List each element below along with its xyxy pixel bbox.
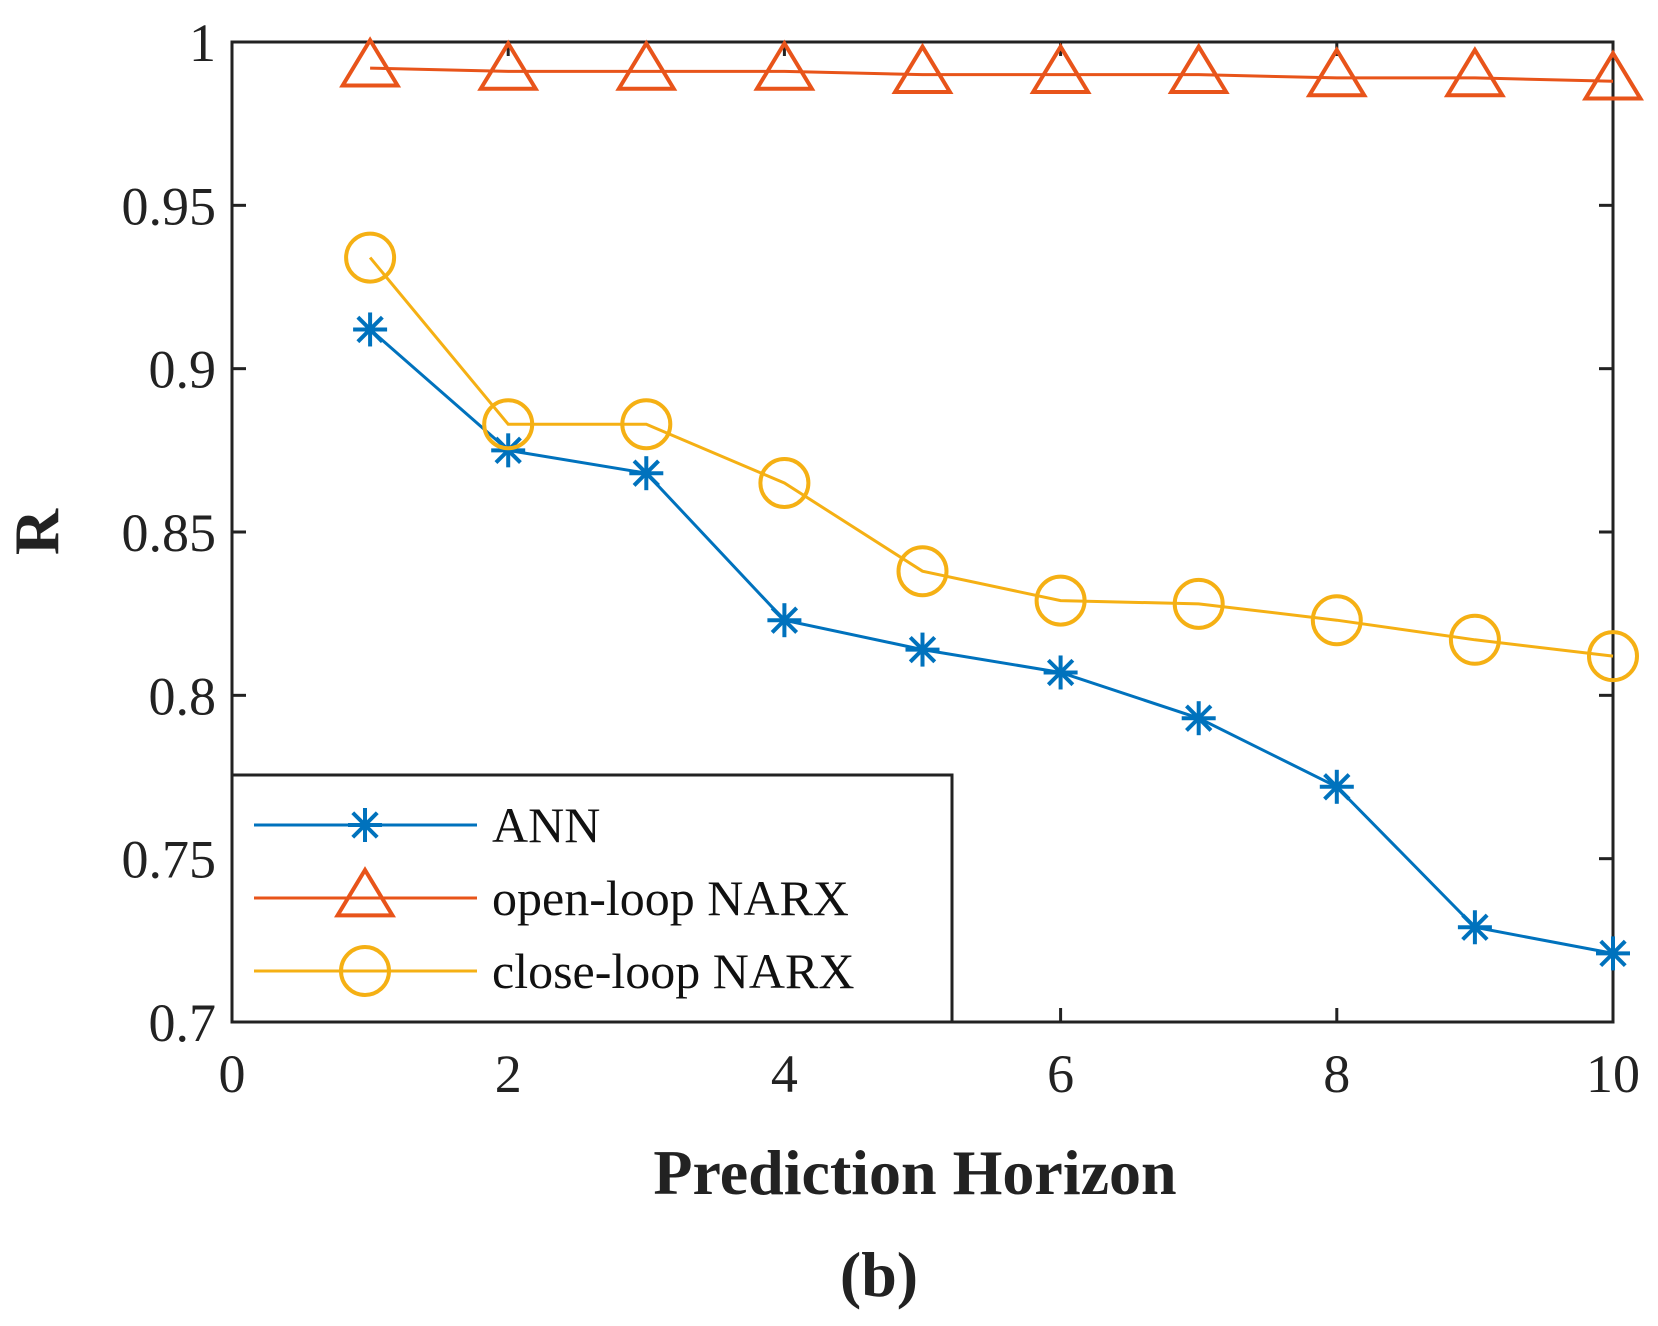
series-line-2 <box>368 256 1614 658</box>
legend-marker-1 <box>334 866 396 918</box>
series-1-point-7 <box>1167 42 1230 95</box>
series-1-point-6 <box>1029 42 1092 95</box>
series-1-point-9 <box>1443 46 1506 98</box>
legend-marker-0 <box>348 808 382 842</box>
series-2-point-10 <box>1587 630 1639 683</box>
x-tick-label: 2 <box>495 1044 522 1104</box>
y-tick-label: 0.95 <box>122 176 217 236</box>
x-tick-label: 0 <box>219 1044 246 1104</box>
series-0-point-1 <box>353 312 388 347</box>
series-0-point-2 <box>491 433 526 468</box>
y-tick-label: 0.85 <box>122 503 217 563</box>
series-2-point-1 <box>344 231 397 284</box>
y-tick-label: 0.75 <box>122 830 217 890</box>
x-tick-label: 6 <box>1047 1044 1074 1104</box>
series-2-point-2 <box>482 398 535 451</box>
x-tick-label: 8 <box>1323 1044 1350 1104</box>
series-1-point-1 <box>339 36 402 88</box>
series-2-point-7 <box>1172 577 1225 630</box>
series-1-point-8 <box>1305 46 1368 98</box>
series-1-point-4 <box>753 39 816 91</box>
series-2-point-9 <box>1448 613 1501 666</box>
x-tick-label: 4 <box>771 1044 798 1104</box>
y-tick-label: 0.8 <box>149 666 217 726</box>
series-0-point-4 <box>767 603 802 638</box>
series-1-point-2 <box>477 39 540 91</box>
y-tick-label: 0.7 <box>149 993 217 1053</box>
y-tick-label: 1 <box>189 13 216 73</box>
series-1-point-10 <box>1582 49 1644 101</box>
series-line-1 <box>370 66 1614 83</box>
legend: ANN open-loop NARX close-loop NARX <box>230 773 954 1024</box>
series-layer <box>339 36 1644 971</box>
series-1-point-3 <box>615 39 678 91</box>
series-2-point-3 <box>620 398 673 451</box>
series-0-point-6 <box>1043 655 1078 690</box>
y-axis-title: R <box>1 508 72 555</box>
series-0-point-10 <box>1596 936 1630 971</box>
series-0-point-5 <box>905 632 940 667</box>
series-1-point-5 <box>891 42 954 95</box>
legend-label-2: close-loop NARX <box>492 943 854 999</box>
panel-label: (b) <box>840 1239 918 1310</box>
series-2-point-4 <box>758 457 811 509</box>
series-0-point-3 <box>629 456 664 491</box>
x-axis-title: Prediction Horizon <box>653 1137 1176 1208</box>
series-0-point-9 <box>1457 910 1492 945</box>
legend-marker-2 <box>339 945 391 997</box>
series-2-point-5 <box>896 545 949 598</box>
series-0-point-7 <box>1181 701 1216 736</box>
legend-label-1: open-loop NARX <box>492 870 849 926</box>
series-line-0 <box>369 328 1614 955</box>
series-2-point-8 <box>1310 594 1363 647</box>
series-0-point-8 <box>1319 769 1354 804</box>
series-2-point-6 <box>1034 574 1087 627</box>
x-tick-label: 10 <box>1586 1044 1640 1104</box>
legend-label-0: ANN <box>492 797 600 853</box>
y-tick-label: 0.9 <box>149 340 217 400</box>
